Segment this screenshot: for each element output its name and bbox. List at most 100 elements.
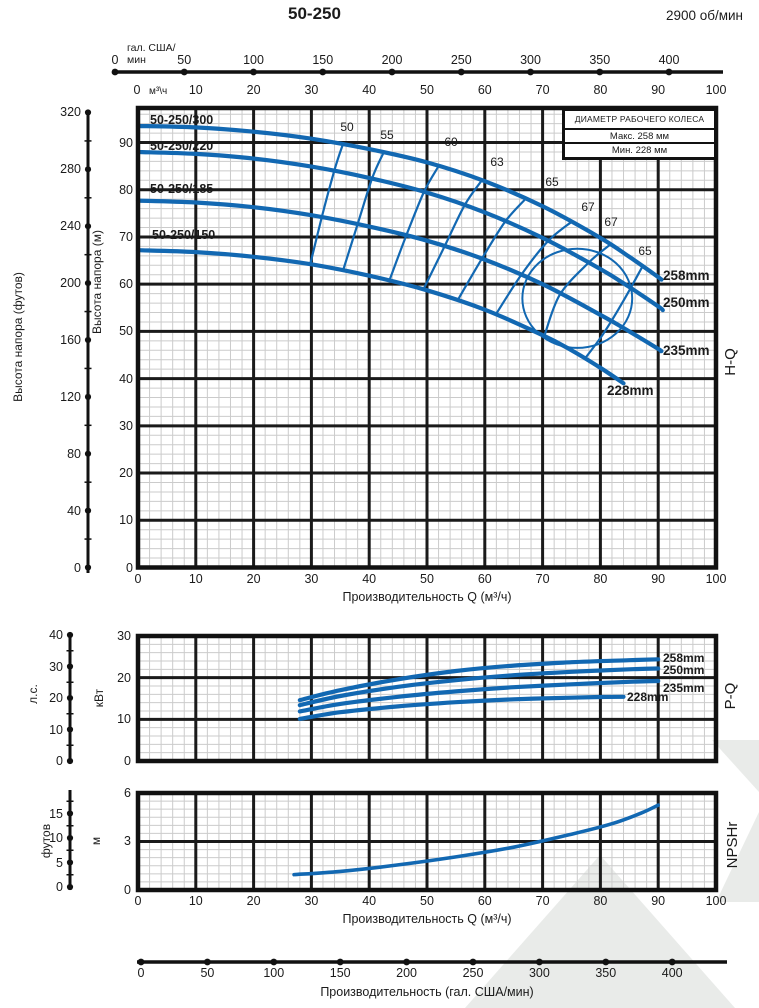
curve-label-150: 50-250/150 (152, 228, 216, 242)
legend-min-row: Мин. 228 мм (565, 142, 714, 157)
legend-title: ДИАМЕТР РАБОЧЕГО КОЛЕСА (565, 111, 714, 128)
feet-tick-label: 0 (74, 560, 81, 575)
hq-y-tick-label: 20 (119, 466, 133, 481)
hq-y-tick-label: 30 (119, 418, 133, 433)
npsh-x-tick-label: 100 (705, 894, 727, 908)
pq-y-tick-label: 20 (117, 670, 131, 685)
legend-max-row: Макс. 258 мм (565, 127, 714, 143)
gal-bottom-tick-label: 350 (595, 966, 617, 980)
diameter-label-228: 228mm (607, 383, 654, 398)
gal-top-tick-label: 100 (243, 53, 264, 67)
npsh-x-tick-label: 40 (362, 894, 377, 908)
hq-x-tick-label: 10 (188, 572, 203, 586)
npsh-y-tick-label: 3 (124, 834, 131, 849)
pq-diameter-label-228: 228mm (627, 690, 669, 704)
hq-y-tick-label: 50 (119, 324, 133, 339)
pq-diameter-label-235: 235mm (663, 681, 705, 695)
pq-diameter-label-258: 258mm (663, 651, 705, 665)
pq-diameter-label-250: 250mm (663, 663, 705, 677)
hq-x-tick-label: 80 (593, 572, 608, 586)
gal-top-tick-label: 400 (658, 53, 680, 67)
hp-tick-label: 10 (49, 722, 63, 737)
npsh-curve (292, 803, 660, 877)
flow-scale-tick-label: 60 (477, 83, 492, 97)
flow-scale-tick-label: 10 (188, 83, 203, 97)
efficiency-label-67b: 67 (604, 215, 618, 229)
npsh-y-tick-label: 6 (124, 785, 131, 800)
flow-scale-tick-label: 100 (705, 83, 727, 97)
hq-y-tick-label: 80 (119, 182, 133, 197)
efficiency-label-63: 63 (490, 155, 504, 169)
hp-tick-label: 30 (49, 659, 63, 674)
gal-bottom-ruler (137, 958, 727, 966)
efficiency-label-60: 60 (444, 135, 458, 149)
efficiency-label-65: 65 (545, 175, 559, 189)
flow-units-label: м³\ч (149, 86, 168, 97)
pq-y-tick-label: 30 (117, 628, 131, 643)
efficiency-label-50: 50 (340, 120, 354, 134)
gal-unit-line2: мин (127, 54, 146, 66)
gal-bottom-tick-label: 100 (263, 966, 285, 980)
npsh-x-tick-label: 0 (134, 894, 142, 908)
pq-grid (138, 636, 716, 761)
npsh-x-tick-label: 30 (304, 894, 319, 908)
hp-ruler (66, 631, 74, 765)
rpm-label: 2900 об/мин (665, 8, 743, 23)
gal-top-tick-label: 50 (177, 53, 192, 67)
hq-y-tick-label: 60 (119, 277, 133, 292)
flow-scale-tick-label: 90 (651, 83, 666, 97)
gal-bottom-tick-label: 150 (329, 966, 351, 980)
hp-tick-label: 20 (49, 691, 63, 705)
diameter-label-235: 235mm (663, 343, 710, 358)
gal-top-tick-label: 300 (520, 53, 541, 67)
hq-y-tick-label: 10 (119, 513, 133, 528)
gal-top-tick-label: 250 (450, 53, 472, 67)
diameter-label-258: 258mm (663, 268, 710, 283)
hq-x-tick-label: 20 (246, 572, 261, 586)
flow-scale-tick-label: 50 (420, 83, 434, 97)
feet-tick-label: 120 (60, 389, 81, 404)
hq-y-tick-label: 40 (119, 371, 133, 386)
feet-tick-label: 280 (60, 162, 81, 177)
feet-tick-label: 320 (60, 105, 81, 120)
hq-x-tick-label: 0 (134, 572, 142, 586)
diameter-label-250: 250mm (663, 295, 710, 310)
hq-x-tick-label: 40 (362, 572, 377, 586)
curve-label-185: 50-250/185 (150, 182, 214, 196)
npsh-grid (138, 793, 716, 890)
gal-bottom-tick-label: 300 (528, 966, 550, 980)
gal-bottom-tick-label: 0 (137, 966, 145, 980)
gal-top-tick-label: 150 (312, 53, 334, 67)
hq-y-tick-label: 0 (126, 560, 133, 575)
npsh-x-tick-label: 60 (477, 894, 492, 908)
hq-y-axis-title-ft: Высота напора (футов) (11, 272, 25, 402)
npsh-x-tick-label: 50 (420, 894, 434, 908)
gal-top-tick-label: 200 (381, 53, 403, 67)
npsh-chart-tag: NPSHr (724, 821, 741, 869)
npsh-x-tick-label: 20 (246, 894, 261, 908)
efficiency-label-65b: 65 (638, 244, 652, 258)
npsh-feet-ruler (66, 790, 74, 891)
npsh-y-tick-label: 0 (124, 883, 131, 897)
gal-top-tick-label: 0 (111, 53, 119, 67)
efficiency-label-67a: 67 (581, 200, 595, 214)
gal-top-ruler (111, 68, 723, 76)
npsh-x-tick-label: 80 (593, 894, 608, 908)
hq-x-tick-label: 70 (535, 572, 550, 586)
impeller-legend: ДИАМЕТР РАБОЧЕГО КОЛЕСА Макс. 258 мм Мин… (562, 108, 717, 160)
feet-tick-label: 160 (60, 332, 81, 347)
gal-bottom-tick-label: 200 (396, 966, 418, 980)
pq-y-tick-label: 0 (124, 754, 131, 768)
feet-tick-label: 200 (60, 276, 81, 291)
feet-tick-label: 40 (67, 503, 81, 518)
hp-tick-label: 0 (56, 754, 63, 768)
npsh-border (135, 790, 719, 893)
hq-x-tick-label: 50 (420, 572, 434, 586)
hq-x-tick-label: 90 (651, 572, 666, 586)
feet-tick-label: 80 (67, 446, 81, 461)
npsh-feet-tick-label: 15 (49, 806, 63, 821)
watermark (465, 740, 759, 1008)
flow-scale-tick-label: 80 (593, 83, 608, 97)
efficiency-label-55: 55 (380, 128, 394, 142)
hq-y-tick-label: 90 (119, 135, 133, 150)
